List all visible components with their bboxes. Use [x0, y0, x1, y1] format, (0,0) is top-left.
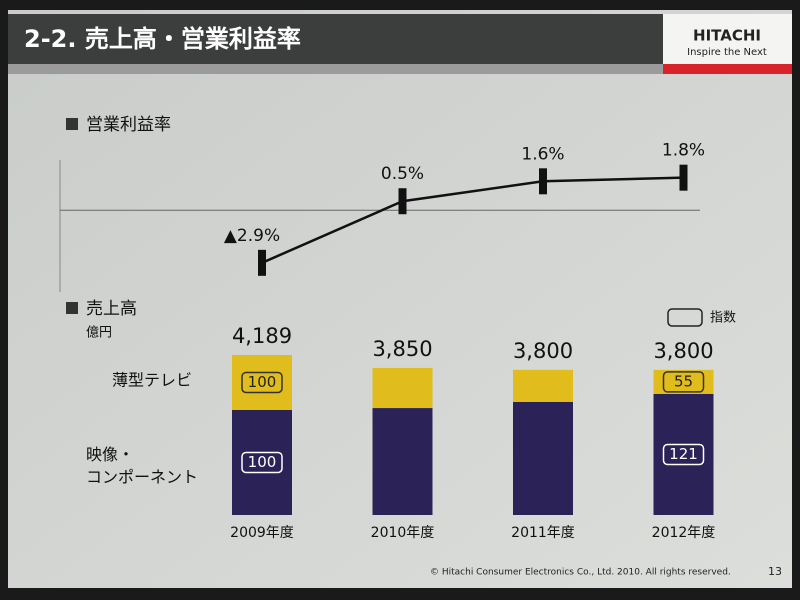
x-tick-label: 2012年度: [652, 525, 716, 541]
section-title: 売上高: [86, 299, 137, 319]
bar-segment: [513, 401, 573, 515]
point-marker: [539, 168, 547, 195]
total-label: 4,189: [232, 324, 292, 348]
series-label: 映像・コンポーネント: [86, 445, 198, 486]
total-label: 3,800: [513, 339, 573, 363]
bullet: [66, 302, 78, 314]
index-label: 121: [669, 445, 698, 463]
tagline: Inspire the Next: [687, 47, 767, 58]
total-label: 3,800: [653, 339, 713, 363]
x-tick-label: 2009年度: [230, 525, 294, 541]
data-label: 1.8%: [662, 141, 705, 161]
index-box: [241, 451, 283, 474]
bar-segment: [372, 408, 433, 515]
legend-box: [667, 308, 703, 327]
point-marker: [398, 188, 407, 215]
data-label: 1.6%: [521, 144, 564, 164]
title-bar: [8, 14, 663, 64]
x-tick-label: 2011年度: [511, 525, 575, 541]
index-box: [241, 371, 283, 394]
index-label: 55: [674, 372, 693, 390]
unit-label: 億円: [86, 325, 112, 341]
slide-title: 2-2. 売上高・営業利益率: [24, 25, 301, 53]
index-label: 100: [248, 453, 277, 471]
logo: HITACHI: [693, 27, 761, 45]
page-number: 13: [768, 565, 782, 578]
title-stripe: [8, 64, 663, 74]
index-label: 100: [248, 373, 277, 391]
bar-segment: [513, 369, 573, 402]
point-marker: [679, 164, 688, 191]
x-tick-label: 2010年度: [371, 525, 435, 541]
bar-segment: [372, 367, 433, 409]
data-label: ▲2.9%: [224, 226, 280, 246]
copyright: © Hitachi Consumer Electronics Co., Ltd.…: [430, 568, 731, 578]
legend-label: 指数: [710, 311, 736, 326]
point-marker: [258, 249, 266, 276]
index-box: [662, 443, 705, 466]
index-box: [662, 371, 705, 393]
data-label: 0.5%: [381, 164, 424, 184]
total-label: 3,850: [372, 337, 432, 361]
line: [261, 176, 684, 264]
series-label: 薄型テレビ: [112, 371, 192, 390]
logo-box: [663, 14, 792, 64]
logo-stripe: [663, 64, 792, 74]
bullet: [66, 118, 78, 130]
section-title: 営業利益率: [86, 115, 171, 135]
